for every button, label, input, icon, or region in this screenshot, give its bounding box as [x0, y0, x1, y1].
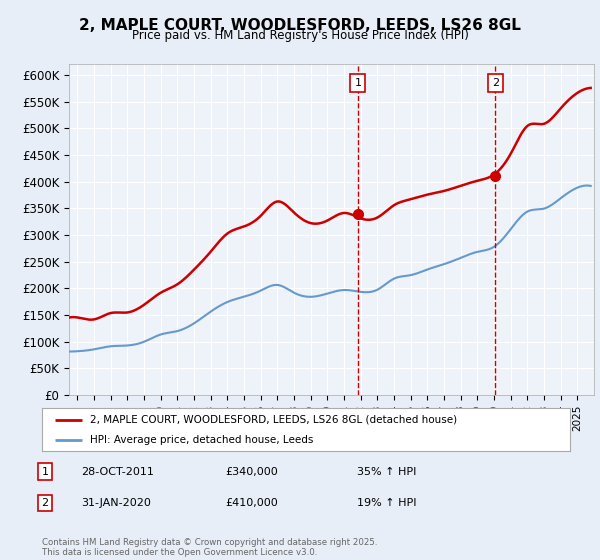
Text: 2, MAPLE COURT, WOODLESFORD, LEEDS, LS26 8GL: 2, MAPLE COURT, WOODLESFORD, LEEDS, LS26…: [79, 18, 521, 33]
Text: £340,000: £340,000: [225, 466, 278, 477]
Text: 31-JAN-2020: 31-JAN-2020: [81, 498, 151, 508]
Text: HPI: Average price, detached house, Leeds: HPI: Average price, detached house, Leed…: [89, 435, 313, 445]
Text: Price paid vs. HM Land Registry's House Price Index (HPI): Price paid vs. HM Land Registry's House …: [131, 29, 469, 42]
Text: Contains HM Land Registry data © Crown copyright and database right 2025.
This d: Contains HM Land Registry data © Crown c…: [42, 538, 377, 557]
Text: 1: 1: [355, 78, 361, 88]
Text: 19% ↑ HPI: 19% ↑ HPI: [357, 498, 416, 508]
Text: 28-OCT-2011: 28-OCT-2011: [81, 466, 154, 477]
Text: £410,000: £410,000: [225, 498, 278, 508]
Text: 2: 2: [492, 78, 499, 88]
Text: 2: 2: [41, 498, 49, 508]
Text: 1: 1: [41, 466, 49, 477]
Text: 2, MAPLE COURT, WOODLESFORD, LEEDS, LS26 8GL (detached house): 2, MAPLE COURT, WOODLESFORD, LEEDS, LS26…: [89, 415, 457, 424]
Text: 35% ↑ HPI: 35% ↑ HPI: [357, 466, 416, 477]
